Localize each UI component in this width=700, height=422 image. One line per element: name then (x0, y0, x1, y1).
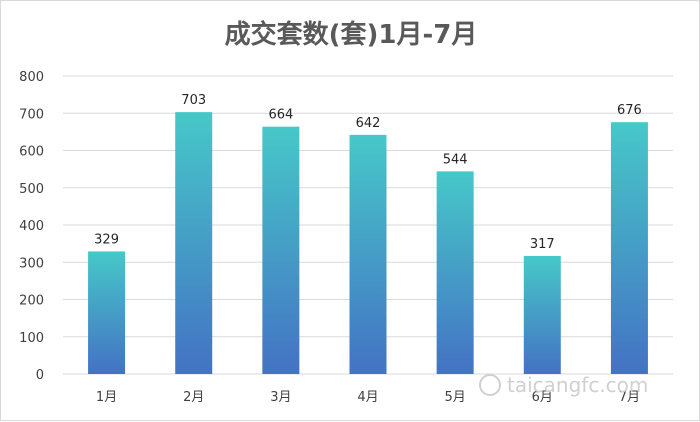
bar-4 (349, 134, 387, 374)
data-label-6: 317 (530, 237, 555, 252)
x-axis-ticks: 1月 2月 3月 4月 5月 6月 7月 (96, 390, 640, 405)
x-tick-label-6: 6月 (532, 390, 553, 405)
y-tick-label: 400 (19, 219, 44, 234)
y-tick-label: 600 (19, 145, 44, 160)
y-tick-label: 300 (19, 256, 44, 271)
x-tick-label-2: 2月 (183, 390, 204, 405)
y-tick-label: 500 (19, 182, 44, 197)
data-label-5: 544 (443, 152, 468, 167)
y-axis-ticks: 0 100 200 300 400 500 600 700 800 (19, 70, 44, 383)
data-labels: 329 703 664 642 544 317 676 (94, 93, 642, 252)
bars (88, 112, 648, 374)
data-label-3: 664 (268, 108, 293, 123)
y-tick-label: 200 (19, 294, 44, 309)
chart-title: 成交套数(套)1月-7月 (225, 19, 478, 50)
watermark: taicangfc.com (479, 373, 648, 397)
x-tick-label-1: 1月 (96, 390, 117, 405)
data-label-4: 642 (356, 116, 381, 131)
x-tick-label-7: 7月 (619, 390, 640, 405)
bar-1 (88, 251, 126, 374)
data-label-7: 676 (617, 103, 642, 118)
bar-7 (610, 122, 648, 374)
y-tick-label: 800 (19, 70, 44, 85)
y-tick-label: 100 (19, 331, 44, 346)
watermark-logo-icon (479, 374, 501, 396)
data-label-1: 329 (94, 232, 119, 247)
bar-5 (436, 171, 474, 374)
x-tick-label-4: 4月 (357, 390, 378, 405)
y-tick-label: 700 (19, 107, 44, 122)
x-tick-label-5: 5月 (445, 390, 466, 405)
watermark-text: taicangfc.com (507, 373, 648, 397)
bar-2 (175, 112, 213, 374)
bar-3 (262, 126, 300, 374)
bar-6 (523, 255, 561, 374)
y-tick-label: 0 (36, 368, 44, 383)
data-label-2: 703 (181, 93, 206, 108)
x-tick-label-3: 3月 (270, 390, 291, 405)
